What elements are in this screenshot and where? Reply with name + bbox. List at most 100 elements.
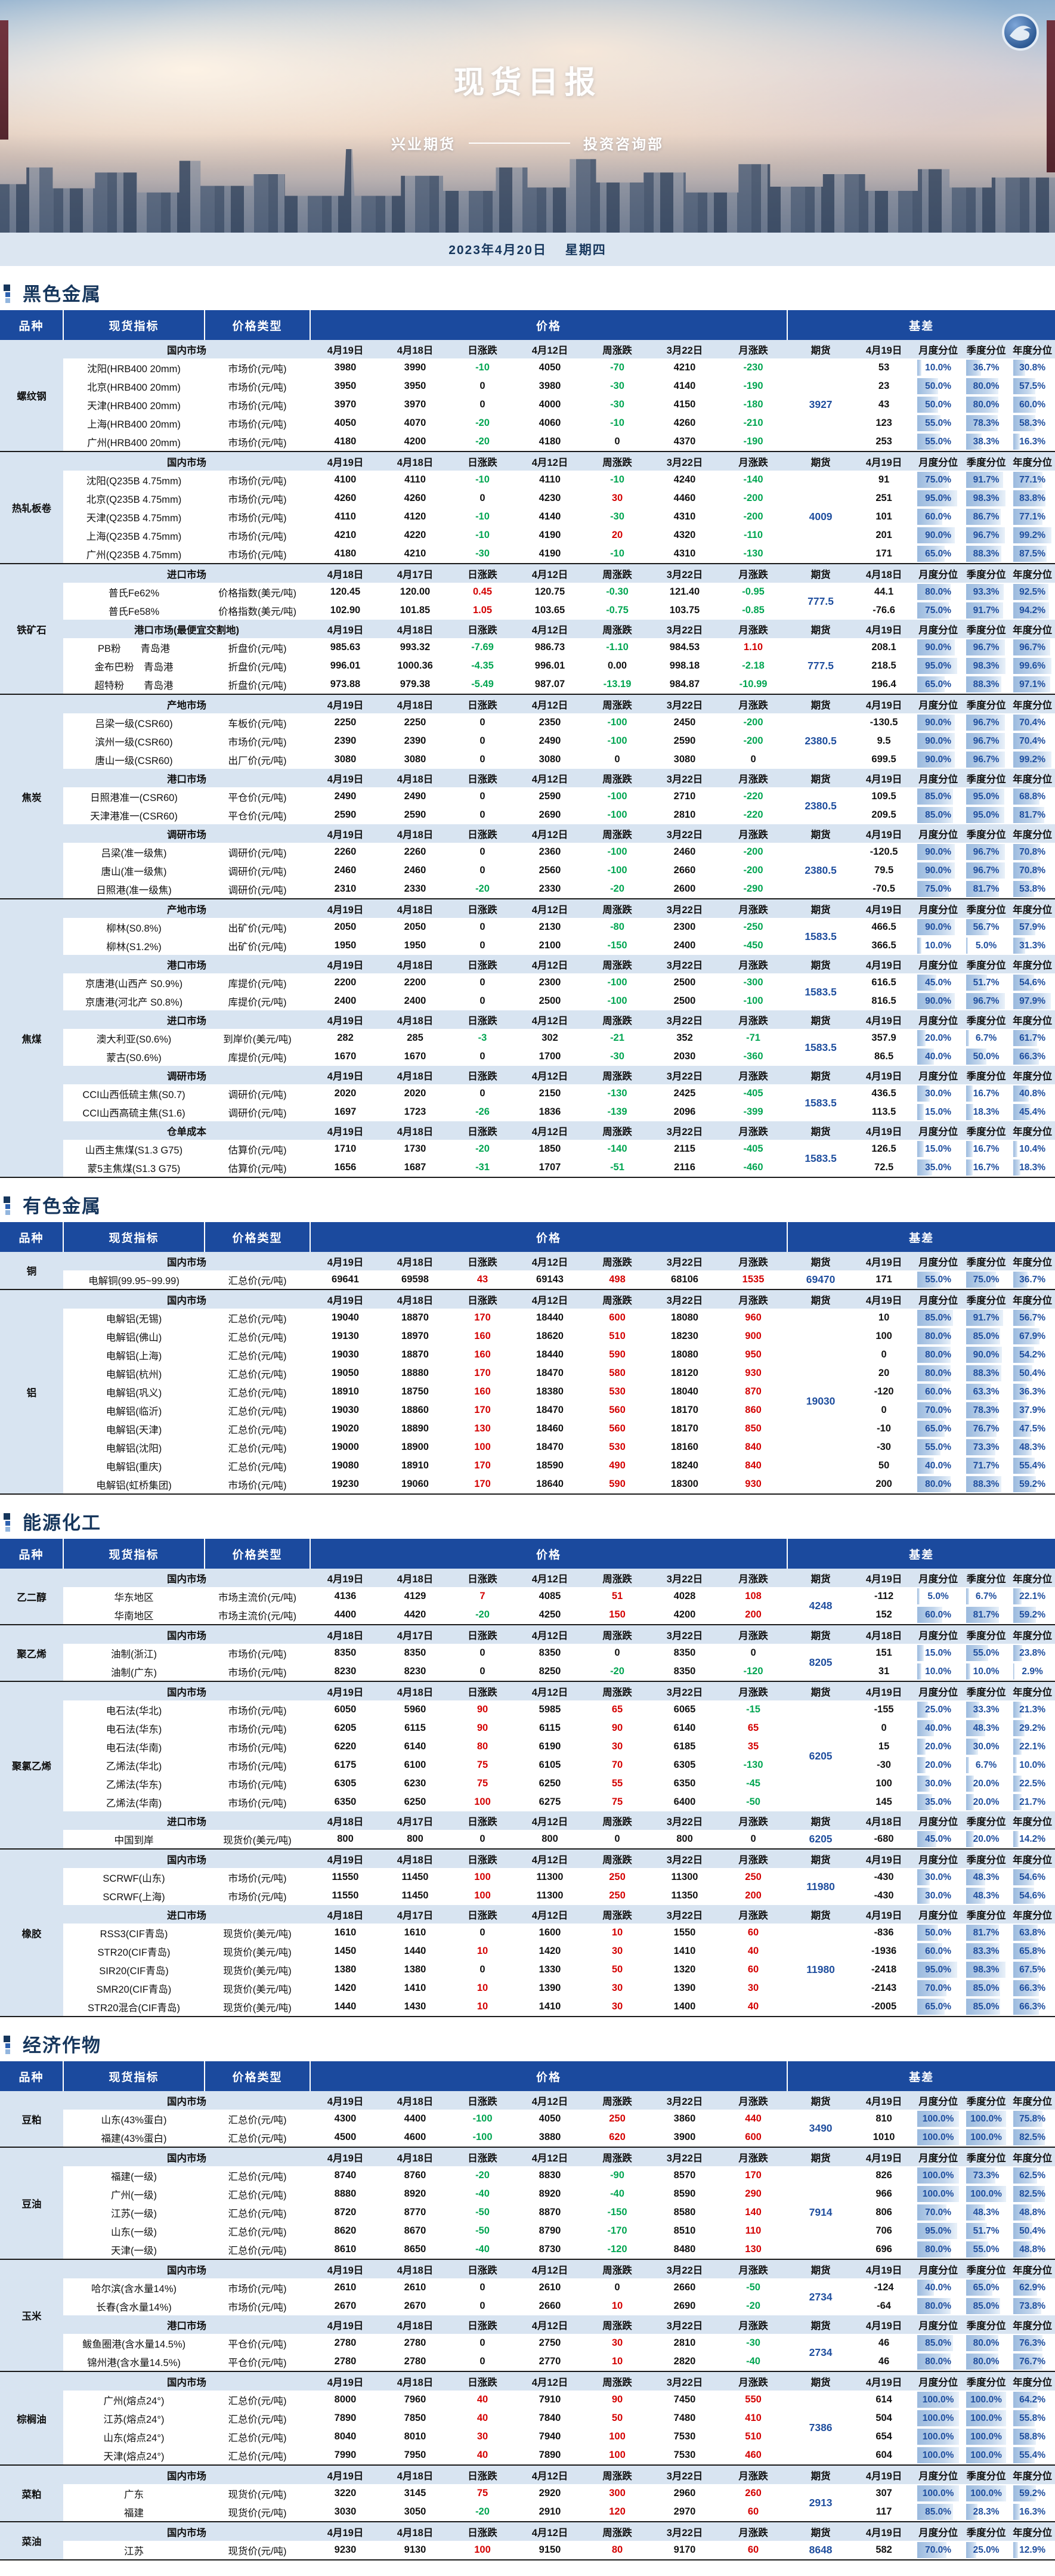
price-cell: 1670 [404,1051,426,1062]
percentile-bar: 61.7% [1013,1030,1051,1046]
percentile-value: 70.8% [1019,865,1046,876]
commodity-table: 品种 现货指标 价格类型 价格 基差 豆粕 国内市场 4月19日 4月18日 日涨跌 4月12日 周涨… [0,2061,1055,2560]
column-header-variety: 品种 [0,1222,64,1252]
date-label: 4月12日 [515,451,584,471]
percentile-cell: 56.7% [1010,1309,1055,1327]
price-type-cell: 市场价(元/吨) [228,737,287,748]
commodity-label: 玉米 [0,2259,63,2371]
date-label: 年度分位 [1010,1624,1055,1644]
percentile-value: 100.0% [922,2132,954,2142]
market-label: 国内市场 [63,2091,310,2110]
percentile-cell: 50.4% [1010,2222,1055,2240]
percentile-value: 81.7% [1019,809,1046,820]
change-cell: -5.49 [471,679,494,689]
percentile-cell: 16.7% [963,1084,1010,1103]
percentile-cell: 30.0% [963,1737,1010,1756]
column-header-basis-group: 基差 [787,1222,1055,1252]
indicator-cell: 油制(广东) [111,1667,157,1678]
table-row: 山东(一级) 汇总价(元/吨) 8620 8670 -50 8790 -170 8510 110… [0,2222,1055,2240]
percentile-bar: 91.7% [966,1310,1006,1326]
price-cell: 986.73 [534,642,565,652]
percentile-cell: 96.7% [963,992,1010,1010]
percentile-cell: 40.0% [914,1719,963,1737]
market-subheader-row: 仓单成本 4月19日 4月18日 日涨跌 4月12日 周涨跌 3月22日 月涨跌 期货 4月19日… [0,1121,1055,1140]
basis-cell: 113.5 [871,1106,896,1117]
percentile-bar-fill [917,2447,960,2463]
basis-cell: -124 [874,2282,894,2293]
table-header-row: 品种 现货指标 价格类型 价格 基差 [0,1539,1055,1569]
percentile-bar: 33.3% [966,1702,1006,1718]
date-label: 4月19日 [854,694,914,713]
percentile-bar-fill [917,1159,932,1176]
price-cell: 2400 [404,995,426,1006]
change-cell: 950 [745,1349,762,1360]
percentile-bar-fill [966,733,1005,749]
price-cell: 1410 [673,1946,696,1956]
percentile-cell: 37.9% [1010,1401,1055,1420]
indicator-cell: 电解铝(无锡) [106,1313,162,1325]
change-cell: -50 [746,1796,760,1807]
percentile-bar-fill [917,2129,960,2145]
percentile-cell: 58.3% [1010,414,1055,432]
futures-cell: 6205 [809,1749,833,1762]
change-cell: 10 [611,2300,623,2311]
basis-cell: 706 [875,2225,892,2236]
percentile-cell: 85.0% [914,787,963,806]
percentile-value: 95.0% [925,493,952,503]
price-type-cell: 市场价(元/吨) [228,475,287,487]
date-label: 月涨跌 [719,1905,788,1924]
indicator-cell: PB粉 青岛港 [97,643,170,654]
percentile-cell: 100.0% [963,2185,1010,2203]
price-type-cell: 现货价(元/吨) [228,2546,287,2557]
date-label: 月涨跌 [719,1681,788,1700]
percentile-bar-fill [966,1980,1001,1996]
percentile-bar-fill [917,1347,951,1363]
percentile-cell: 75.0% [914,601,963,620]
date-label: 季度分位 [963,694,1010,713]
date-label: 年度分位 [1010,1811,1055,1830]
date-label: 周涨跌 [584,1569,650,1587]
basis-cell: 699.5 [871,754,896,765]
percentile-cell: 100.0% [914,2110,963,2128]
indicator-cell: CCI山西高硫主焦(S1.6) [82,1108,185,1119]
percentile-value: 62.9% [1019,2282,1046,2293]
date-label: 3月22日 [650,955,719,973]
table-row: 蒙5主焦煤(S1.3 G75) 估算价(元/吨) 1656 1687 -31 1707 -5… [0,1158,1055,1177]
percentile-value: 93.3% [973,586,1000,597]
price-type-cell: 现货价(元/吨) [228,2507,287,2519]
date-label: 周涨跌 [584,1624,650,1644]
price-cell: 2590 [673,735,696,746]
section: 有色金属 品种 现货指标 价格类型 价格 基差铜国内市场 4月19日 4月18日 日涨跌 4月12… [0,1192,1055,1495]
percentile-bar: 94.2% [1013,602,1051,619]
percentile-bar-fill [966,844,1005,860]
price-cell: 2050 [404,921,426,932]
date-label: 3月22日 [650,1569,719,1587]
percentile-cell: 73.3% [963,1438,1010,1456]
table-row: 普氏Fe62% 价格指数(美元/吨) 120.45 120.00 0.45 120.75-… [0,583,1055,607]
change-cell: 100 [474,1442,491,1452]
percentile-bar-fill [966,881,999,897]
price-type-cell: 调研价(元/吨) [228,866,287,877]
price-cell: 1836 [539,1106,561,1117]
percentile-cell: 2.9% [1010,1662,1055,1681]
percentile-bar-fill [966,1962,1006,1978]
percentile-bar: 45.0% [917,975,959,991]
price-cell: 8510 [673,2225,696,2236]
column-header-indicator: 现货指标 [63,1222,205,1252]
change-cell: 900 [745,1331,762,1341]
percentile-bar-fill [917,807,953,823]
indicator-cell: 电解铜(99.95~99.99) [88,1275,180,1287]
price-cell: 2780 [334,2337,357,2348]
basis-cell: 15 [878,1741,890,1752]
percentile-cell: 88.3% [963,1475,1010,1494]
date-label: 月度分位 [914,1848,963,1868]
change-cell: 580 [609,1368,626,1378]
section-header: 黑色金属 [4,280,1055,305]
futures-cell: 777.5 [808,660,834,672]
price-cell: 8620 [334,2225,357,2236]
percentile-bar: 5.0% [966,938,1006,954]
percentile-value: 99.2% [1019,530,1046,540]
change-cell: 0 [479,381,485,391]
change-cell: 200 [745,1609,762,1620]
percentile-value: 88.3% [973,548,1000,559]
